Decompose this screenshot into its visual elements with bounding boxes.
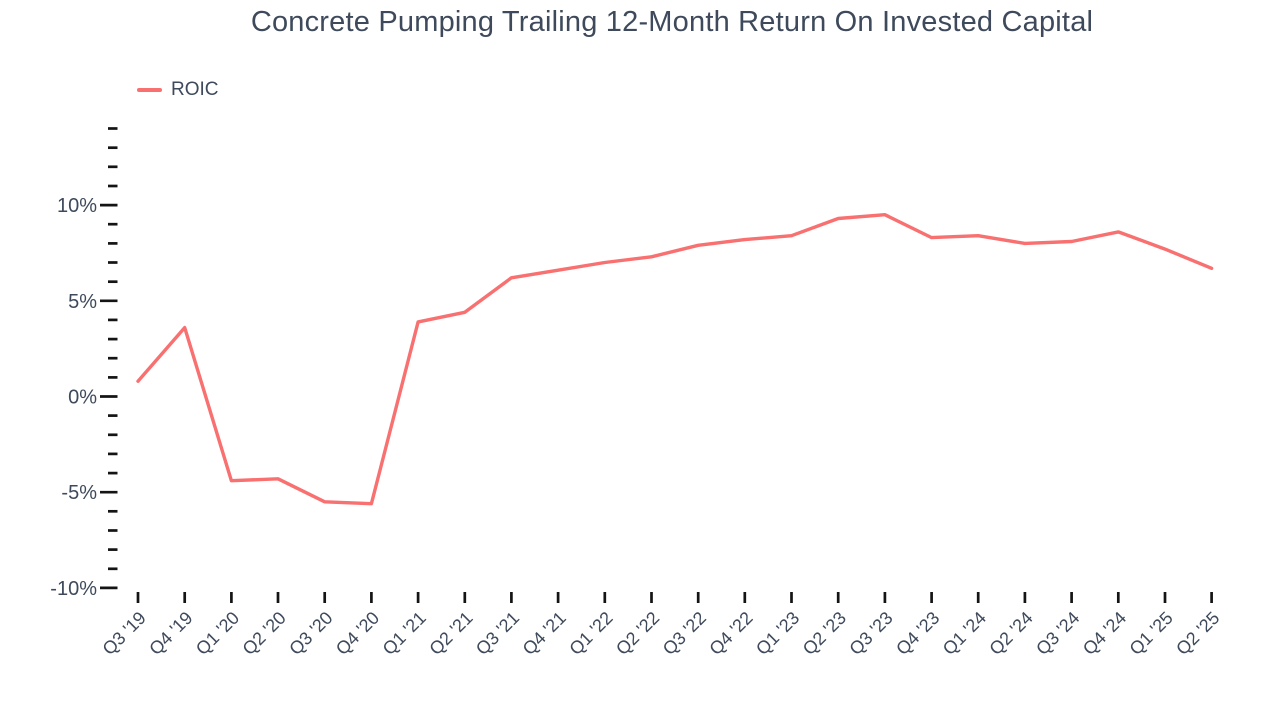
y-axis-label: 5% <box>68 291 97 313</box>
x-axis-label: Q2 '24 <box>985 608 1036 659</box>
x-axis-label: Q1 '24 <box>939 608 990 659</box>
legend-label-roic: ROIC <box>171 79 219 100</box>
x-axis-label: Q4 '24 <box>1079 608 1130 659</box>
x-axis-label: Q3 '24 <box>1032 608 1083 659</box>
x-axis-label: Q1 '22 <box>565 608 616 659</box>
x-axis-label: Q2 '20 <box>239 608 290 659</box>
x-axis-label: Q3 '20 <box>285 608 336 659</box>
x-axis-label: Q3 '23 <box>845 608 896 659</box>
x-axis-label: Q1 '21 <box>379 608 430 659</box>
x-axis-label: Q1 '25 <box>1126 608 1177 659</box>
x-axis-label: Q4 '21 <box>519 608 570 659</box>
y-axis-label: 10% <box>57 195 97 217</box>
y-axis-label: 0% <box>68 387 97 409</box>
x-axis-label: Q2 '23 <box>799 608 850 659</box>
x-axis-label: Q4 '22 <box>705 608 756 659</box>
roic-line <box>136 212 1214 506</box>
x-axis-label: Q3 '21 <box>472 608 523 659</box>
x-axis-label: Q2 '25 <box>1172 608 1223 659</box>
y-axis-label: -10% <box>50 578 97 600</box>
x-axis-label: Q3 '19 <box>99 608 150 659</box>
x-axis-label: Q2 '22 <box>612 608 663 659</box>
y-axis-label: -5% <box>61 482 97 504</box>
x-axis-label: Q4 '20 <box>332 608 383 659</box>
x-axis-label: Q1 '23 <box>752 608 803 659</box>
chart-title: Concrete Pumping Trailing 12-Month Retur… <box>250 6 1094 38</box>
x-axis-label: Q4 '23 <box>892 608 943 659</box>
x-axis-label: Q2 '21 <box>425 608 476 659</box>
x-axis-label: Q3 '22 <box>659 608 710 659</box>
x-axis-label: Q4 '19 <box>145 608 196 659</box>
legend-swatch-roic <box>137 87 162 93</box>
legend: ROIC <box>137 79 219 101</box>
x-axis-label: Q1 '20 <box>192 608 243 659</box>
